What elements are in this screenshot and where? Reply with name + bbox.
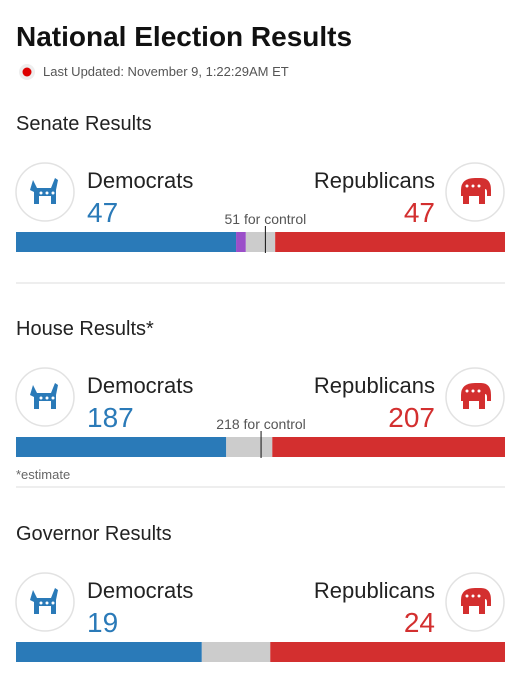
control-label: 51 for control xyxy=(225,211,307,227)
dem-icon-star xyxy=(39,191,43,195)
dem-icon-star xyxy=(51,191,55,195)
bar-segment xyxy=(16,437,227,457)
page-title: National Election Results xyxy=(16,21,352,52)
rep-icon-star xyxy=(471,594,475,598)
bar-segment xyxy=(201,642,271,662)
dem-icon xyxy=(30,588,58,614)
rep-icon-star xyxy=(465,184,469,188)
bar-segment xyxy=(16,642,202,662)
rep-icon xyxy=(461,383,491,409)
dem-icon-star xyxy=(51,396,55,400)
dem-value: 187 xyxy=(87,402,134,433)
dem-icon-star xyxy=(51,601,55,605)
section-title: House Results* xyxy=(16,318,154,340)
rep-icon-star xyxy=(465,594,469,598)
dem-label: Democrats xyxy=(87,373,193,398)
dem-icon-star xyxy=(39,601,43,605)
bar-segment xyxy=(16,232,237,252)
bar-segment xyxy=(245,232,276,252)
rep-icon xyxy=(461,178,491,204)
rep-label: Republicans xyxy=(314,168,435,193)
rep-icon-star xyxy=(471,184,475,188)
bar-segment xyxy=(270,642,505,662)
bar-segment xyxy=(275,232,505,252)
rep-icon xyxy=(461,588,491,614)
rep-value: 47 xyxy=(404,197,435,228)
rep-value: 207 xyxy=(388,402,435,433)
bar-segment xyxy=(236,232,246,252)
dem-icon xyxy=(30,383,58,409)
dem-value: 19 xyxy=(87,607,118,638)
dem-icon-star xyxy=(45,601,49,605)
dem-value: 47 xyxy=(87,197,118,228)
rep-label: Republicans xyxy=(314,578,435,603)
rep-icon-star xyxy=(465,389,469,393)
last-updated: Last Updated: November 9, 1:22:29AM ET xyxy=(43,64,289,79)
section-title: Senate Results xyxy=(16,113,152,135)
rep-value: 24 xyxy=(404,607,435,638)
rep-icon-star xyxy=(471,389,475,393)
rep-icon-star xyxy=(477,184,481,188)
footnote: *estimate xyxy=(16,467,70,482)
rep-icon-star xyxy=(477,389,481,393)
section-title: Governor Results xyxy=(16,523,172,545)
rep-label: Republicans xyxy=(314,373,435,398)
dem-icon-star xyxy=(45,191,49,195)
bar-segment xyxy=(272,437,505,457)
dem-icon-star xyxy=(39,396,43,400)
live-dot xyxy=(22,67,32,77)
bar-segment xyxy=(226,437,273,457)
dem-icon xyxy=(30,178,58,204)
dem-label: Democrats xyxy=(87,578,193,603)
rep-icon-star xyxy=(477,594,481,598)
control-label: 218 for control xyxy=(216,416,306,432)
dem-label: Democrats xyxy=(87,168,193,193)
dem-icon-star xyxy=(45,396,49,400)
